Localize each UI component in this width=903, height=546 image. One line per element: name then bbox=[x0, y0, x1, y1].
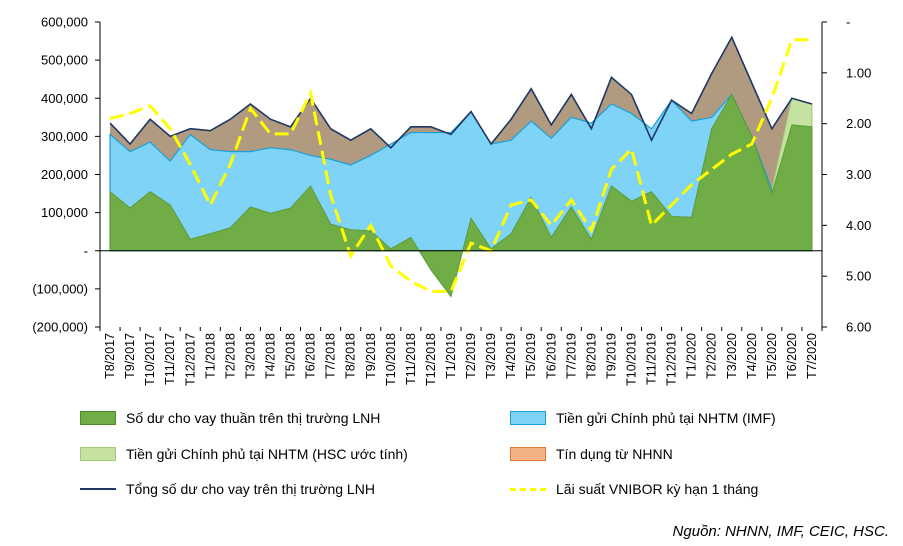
x-tick-label: T10/2017 bbox=[143, 333, 157, 386]
left-tick-label: 200,000 bbox=[41, 167, 88, 182]
x-tick-label: T7/2019 bbox=[564, 333, 578, 379]
x-tick-label: T5/2018 bbox=[284, 333, 298, 379]
right-tick-label: 6.00 bbox=[846, 320, 871, 335]
x-tick-label: T2/2018 bbox=[223, 333, 237, 379]
right-tick-label: 5.00 bbox=[846, 269, 871, 284]
x-tick-label: T5/2020 bbox=[765, 333, 779, 379]
x-tick-label: T12/2017 bbox=[183, 333, 197, 386]
x-tick-label: T8/2017 bbox=[103, 333, 117, 379]
left-tick-label: (200,000) bbox=[32, 320, 88, 335]
x-tick-label: T4/2019 bbox=[504, 333, 518, 379]
line-layer bbox=[109, 35, 813, 293]
x-tick-label: T11/2018 bbox=[404, 333, 418, 385]
right-tick-label: - bbox=[846, 15, 850, 30]
legend-label-vnibor: Lãi suất VNIBOR kỳ hạn 1 tháng bbox=[556, 481, 759, 497]
left-tick-label: 300,000 bbox=[41, 129, 88, 144]
right-tick-label: 2.00 bbox=[846, 116, 871, 131]
legend-swatch-net-lending bbox=[80, 411, 116, 425]
area-layer bbox=[109, 37, 813, 298]
x-tick-label: T6/2018 bbox=[304, 333, 318, 379]
legend-swatch-total-lending bbox=[80, 488, 116, 490]
x-tick-label: T7/2020 bbox=[805, 333, 819, 379]
legend-label-total-lending: Tổng số dư cho vay trên thị trường LNH bbox=[126, 481, 375, 497]
legend-item-net-lending: Số dư cho vay thuần trên thị trường LNH bbox=[80, 407, 380, 429]
x-tick-label: T2/2019 bbox=[464, 333, 478, 379]
right-tick-label: 4.00 bbox=[846, 218, 871, 233]
x-tick-label: T8/2018 bbox=[344, 333, 358, 379]
left-tick-label: 500,000 bbox=[41, 53, 88, 68]
left-axis-ticks: (200,000) (100,000) - 100,000 200,000 300,000… bbox=[32, 15, 100, 335]
x-tick-label: T4/2018 bbox=[263, 333, 277, 379]
legend-label-gov-deposits-hsc: Tiền gửi Chính phủ tại NHTM (HSC ước tín… bbox=[126, 446, 408, 462]
legend-item-total-lending: Tổng số dư cho vay trên thị trường LNH bbox=[80, 478, 375, 500]
x-tick-label: T1/2019 bbox=[444, 333, 458, 379]
legend-item-gov-deposits-imf: Tiền gửi Chính phủ tại NHTM (IMF) bbox=[510, 407, 776, 429]
x-tick-label: T1/2020 bbox=[685, 333, 699, 379]
legend-item-gov-deposits-hsc: Tiền gửi Chính phủ tại NHTM (HSC ước tín… bbox=[80, 443, 408, 465]
x-axis-ticks: T8/2017 T9/2017 T10/2017 T11/2017 T12/2017 T1… bbox=[99, 327, 823, 386]
right-axis-ticks: - 1.00 2.00 3.00 4.00 5.00 6.00 bbox=[822, 15, 871, 335]
left-tick-label: 100,000 bbox=[41, 205, 88, 220]
legend-label-gov-deposits-imf: Tiền gửi Chính phủ tại NHTM (IMF) bbox=[556, 410, 776, 426]
legend: Số dư cho vay thuần trên thị trường LNH … bbox=[80, 405, 880, 505]
left-tick-label: (100,000) bbox=[32, 281, 88, 296]
x-tick-label: T10/2019 bbox=[624, 333, 638, 386]
x-tick-label: T2/2020 bbox=[705, 333, 719, 379]
legend-label-net-lending: Số dư cho vay thuần trên thị trường LNH bbox=[126, 410, 381, 426]
legend-swatch-sbv-credit bbox=[510, 447, 546, 461]
legend-swatch-gov-deposits-hsc bbox=[80, 447, 116, 461]
x-tick-label: T3/2018 bbox=[243, 333, 257, 379]
line-total-lending bbox=[109, 35, 813, 149]
right-tick-label: 3.00 bbox=[846, 167, 871, 182]
left-tick-label: 400,000 bbox=[41, 91, 88, 106]
chart: (200,000) (100,000) - 100,000 200,000 300,000… bbox=[32, 15, 871, 386]
x-tick-label: T3/2019 bbox=[484, 333, 498, 379]
x-tick-label: T4/2020 bbox=[745, 333, 759, 379]
source-note: Nguồn: NHNN, IMF, CEIC, HSC. bbox=[672, 523, 889, 540]
legend-swatch-vnibor bbox=[510, 487, 546, 491]
x-tick-label: T3/2020 bbox=[725, 333, 739, 379]
x-tick-label: T10/2018 bbox=[384, 333, 398, 386]
legend-swatch-gov-deposits-imf bbox=[510, 411, 546, 425]
x-tick-label: T12/2018 bbox=[424, 333, 438, 386]
x-tick-label: T7/2018 bbox=[324, 333, 338, 379]
x-tick-label: T9/2017 bbox=[123, 333, 137, 379]
x-tick-label: T12/2019 bbox=[665, 333, 679, 386]
x-tick-label: T8/2019 bbox=[584, 333, 598, 379]
left-tick-label: - bbox=[84, 243, 88, 258]
x-tick-label: T11/2017 bbox=[163, 333, 177, 385]
x-tick-label: T9/2019 bbox=[604, 333, 618, 379]
x-tick-label: T11/2019 bbox=[645, 333, 659, 385]
x-tick-label: T1/2018 bbox=[203, 333, 217, 379]
line-vnibor bbox=[109, 38, 812, 293]
legend-item-sbv-credit: Tín dụng từ NHNN bbox=[510, 443, 673, 465]
right-tick-label: 1.00 bbox=[846, 65, 871, 80]
legend-label-sbv-credit: Tín dụng từ NHNN bbox=[556, 446, 673, 462]
x-tick-label: T6/2020 bbox=[785, 333, 799, 379]
left-tick-label: 600,000 bbox=[41, 15, 88, 30]
x-tick-label: T9/2018 bbox=[364, 333, 378, 379]
x-tick-label: T5/2019 bbox=[524, 333, 538, 379]
area-net-lending bbox=[109, 93, 813, 298]
legend-item-vnibor: Lãi suất VNIBOR kỳ hạn 1 tháng bbox=[510, 478, 758, 500]
x-tick-label: T6/2019 bbox=[544, 333, 558, 379]
